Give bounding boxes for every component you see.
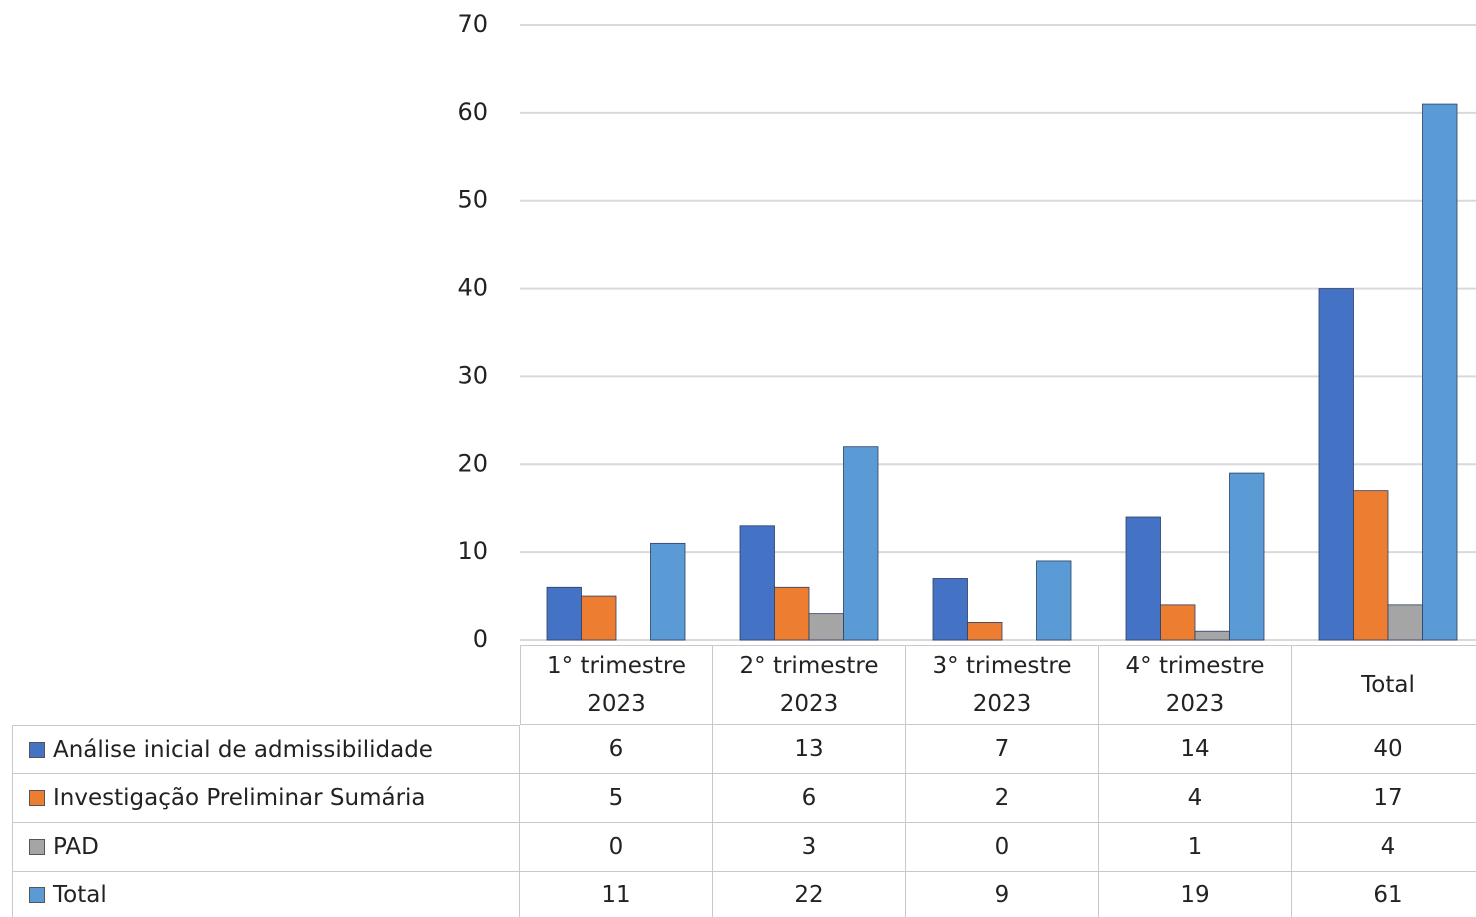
legend-swatch [29,886,45,903]
table-value: 0 [906,823,1099,872]
legend-entry: PAD [12,823,520,872]
legend-swatch [29,790,45,806]
legend-entry: Análise inicial de admissibilidade [12,725,520,774]
table-value: 17 [1292,774,1476,823]
bar [739,525,775,641]
table-value: 14 [1099,725,1292,774]
bar [1125,516,1161,641]
y-tick-label: 40 [457,274,488,302]
table-value: 4 [1099,774,1292,823]
y-tick-label: 20 [457,449,488,477]
y-tick-label: 10 [457,537,488,565]
table-value: 40 [1292,725,1476,774]
bar [932,578,968,641]
y-tick-label: 70 [457,10,488,38]
table-value: 3 [713,823,906,872]
bar [843,446,879,641]
legend-swatch [29,741,45,758]
bar [1229,472,1265,641]
table-value: 6 [713,774,906,823]
category-header: Total [1292,645,1476,725]
bar [1036,560,1072,641]
category-header: 1° trimestre 2023 [520,645,713,725]
table-value: 19 [1099,872,1292,917]
legend-entry: Investigação Preliminar Sumária [12,774,520,823]
bar [1353,490,1389,641]
bar [967,622,1003,641]
table-value: 1 [1099,823,1292,872]
table-value: 6 [520,725,713,774]
category-header: 3° trimestre 2023 [906,645,1099,725]
bar [808,613,844,641]
bar [1194,630,1230,641]
table-value: 5 [520,774,713,823]
bar [650,542,686,641]
bar [581,595,617,641]
legend-entry: Total [12,872,520,917]
table-value: 4 [1292,823,1476,872]
y-tick-label: 30 [457,361,488,389]
category-header: 2° trimestre 2023 [713,645,906,725]
bar [1422,103,1458,641]
table-value: 11 [520,872,713,917]
table-value: 2 [906,774,1099,823]
bar [1387,604,1423,641]
legend-swatch [29,839,45,855]
bar [1318,288,1354,641]
bar [774,586,810,641]
table-value: 22 [713,872,906,917]
table-value: 0 [520,823,713,872]
bar [1160,604,1196,641]
table-value: 13 [713,725,906,774]
table-value: 9 [906,872,1099,917]
table-value: 61 [1292,872,1476,917]
table-value: 7 [906,725,1099,774]
bar [546,586,582,641]
y-tick-label: 0 [473,625,488,653]
y-tick-label: 50 [457,186,488,214]
category-header: 4° trimestre 2023 [1099,645,1292,725]
y-tick-label: 60 [457,98,488,126]
